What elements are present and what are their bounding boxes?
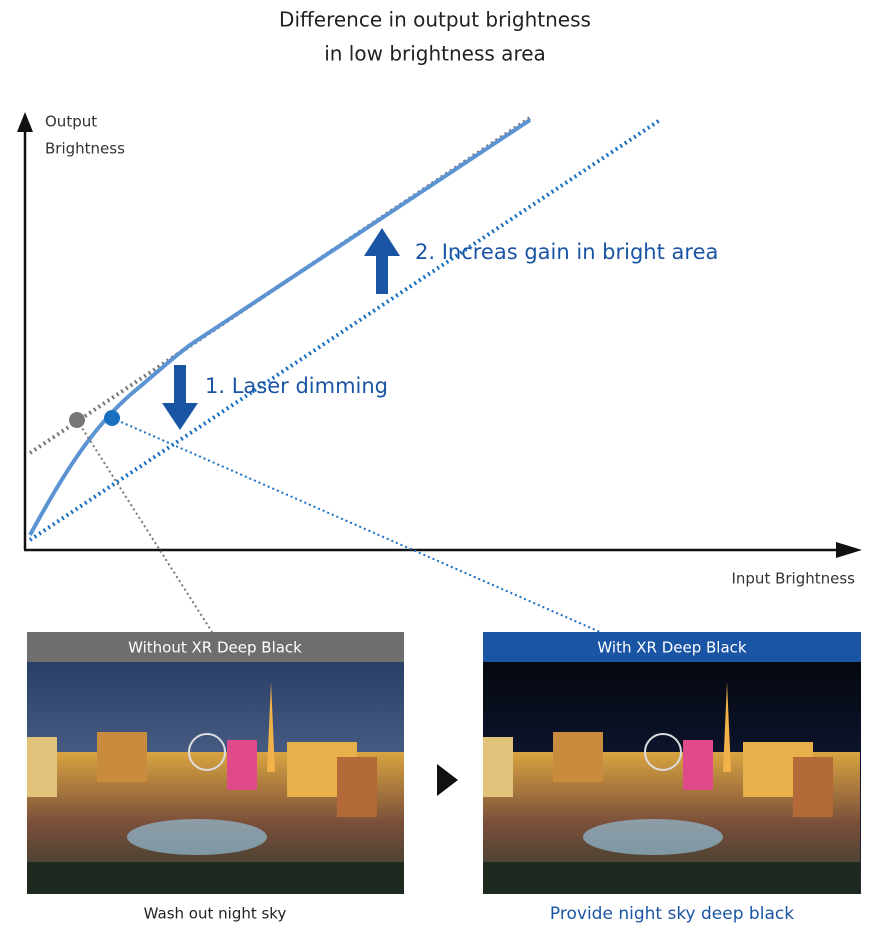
panel-header	[27, 632, 404, 662]
x-axis-arrow	[836, 542, 862, 558]
up-arrow	[376, 254, 388, 294]
annotation: 1. Laser dimming	[205, 374, 388, 398]
panel-header	[483, 632, 861, 662]
caption: Wash out night sky	[144, 905, 287, 923]
x-axis-label: Input Brightness	[731, 570, 855, 588]
y-axis-arrow	[17, 112, 33, 132]
photo	[26, 662, 405, 895]
photo	[482, 662, 861, 895]
down-arrow	[174, 365, 186, 405]
y-axis-label: Output	[45, 113, 97, 131]
point	[104, 410, 120, 426]
panel-header-text: Without XR Deep Black	[128, 639, 302, 657]
xr-curve	[28, 118, 532, 536]
title-line: in low brightness area	[324, 42, 546, 66]
annotation: 2. Increas gain in bright area	[415, 240, 718, 264]
point	[69, 412, 85, 428]
title-line: Difference in output brightness	[279, 8, 591, 32]
up-arrow	[364, 228, 400, 256]
y-axis-label: Brightness	[45, 140, 125, 158]
connector	[76, 419, 213, 633]
panel-header-text: With XR Deep Black	[597, 639, 746, 657]
transition-arrow	[437, 764, 458, 796]
connector	[111, 417, 601, 633]
caption: Provide night sky deep black	[550, 904, 794, 924]
down-arrow	[162, 403, 198, 430]
dimmed-curve	[28, 118, 662, 542]
